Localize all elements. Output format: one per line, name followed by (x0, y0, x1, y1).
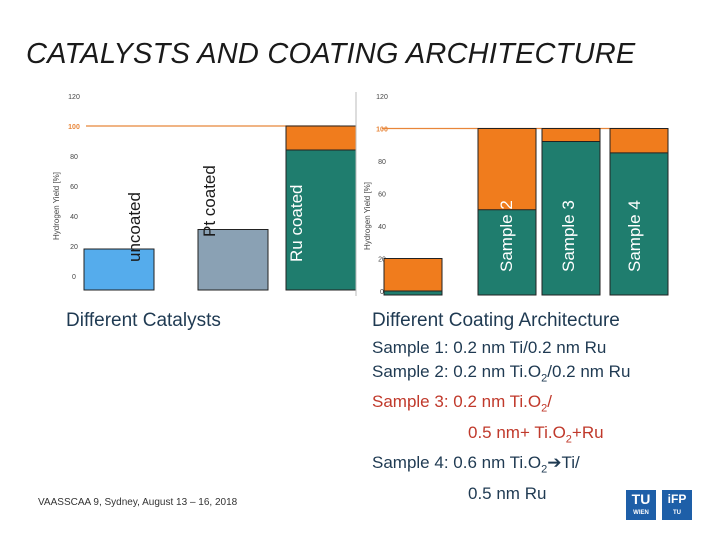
y-axis-label: Hydrogen Yield [%] (52, 172, 61, 240)
page-title: CATALYSTS AND COATING ARCHITECTURE (26, 38, 636, 70)
y-tick-label: 60 (70, 184, 78, 191)
y-tick-label: 120 (68, 94, 80, 101)
bar-top-3 (285, 125, 357, 151)
y-tick-label: 20 (378, 257, 386, 264)
sample-list: Sample 1: 0.2 nm Ti/0.2 nm Ru Sample 2: … (372, 336, 630, 506)
caption-catalysts: Different Catalysts (66, 310, 221, 331)
sample-3-text: Sample 3: 0.2 nm Ti.O (372, 392, 542, 412)
bar-top-2 (477, 128, 537, 211)
tu-logo-text: TU (631, 491, 651, 507)
ifp-logo: iFP TU (662, 490, 692, 520)
tu-wien-logo: TU WIEN (626, 490, 656, 520)
chart-coating-architecture: 0 20 40 60 80 100 120 Hydrogen Yield [%] Sample … (355, 92, 669, 296)
category-label: Ru coated (287, 185, 306, 263)
y-tick-label: 100 (376, 127, 388, 134)
sample-3-cont-text: 0.5 nm+ Ti.O (468, 422, 566, 442)
y-tick-label: 80 (378, 159, 386, 166)
y-tick-label: 0 (380, 289, 384, 296)
y-tick-label: 100 (68, 124, 80, 131)
caption-coating: Different Coating Architecture (372, 310, 620, 331)
category-label: Sample 1 (423, 166, 442, 238)
bar-top-4 (609, 128, 669, 154)
bar-top-1 (383, 258, 443, 292)
bar-4 (609, 128, 669, 296)
category-label: uncoated (125, 192, 144, 262)
sample-4-line: Sample 4: 0.6 nm Ti.O2➔Ti/ (372, 451, 630, 481)
sample-3-suffix: / (547, 392, 552, 412)
ifp-logo-sub: TU (673, 510, 681, 516)
sample-4-suffix: ➔Ti/ (547, 453, 580, 473)
tu-logo-sub: WIEN (633, 510, 649, 516)
y-axis-label: Hydrogen Yield [%] (363, 182, 372, 250)
y-tick-label: 20 (70, 244, 78, 251)
sample-3-line-2: 0.5 nm+ Ti.O2+Ru (372, 421, 630, 451)
sample-2-suffix: /0.2 nm Ru (547, 362, 631, 381)
y-tick-label: 0 (72, 274, 76, 281)
sample-4-line-2: 0.5 nm Ru (372, 482, 630, 506)
sample-4-text: Sample 4: 0.6 nm Ti.O (372, 453, 542, 473)
sample-3-sub: 2 (541, 402, 548, 415)
y-tick-label: 60 (378, 192, 386, 199)
category-label: Sample 4 (625, 200, 644, 272)
sample-3-line: Sample 3: 0.2 nm Ti.O2/ (372, 390, 630, 420)
y-tick-label: 40 (70, 214, 78, 221)
ifp-logo-text: iFP (667, 492, 687, 506)
y-tick-label: 120 (376, 94, 388, 101)
sample-2-line: Sample 2: 0.2 nm Ti.O2/0.2 nm Ru (372, 360, 630, 390)
sample-2-text: Sample 2: 0.2 nm Ti.O (372, 362, 542, 381)
sample-1-text: Sample 1: 0.2 nm Ti/0.2 nm Ru (372, 338, 607, 357)
sample-4-cont-text: 0.5 nm Ru (468, 483, 547, 503)
bar-1 (83, 248, 155, 291)
category-label: Pt coated (200, 165, 219, 237)
bar-3 (285, 125, 357, 291)
sample-2-sub: 2 (541, 372, 548, 385)
sample-1-line: Sample 1: 0.2 nm Ti/0.2 nm Ru (372, 336, 630, 360)
bar-top-3 (541, 128, 601, 142)
bar-3 (541, 128, 601, 296)
chart-catalysts: 0 20 40 60 80 100 120 Hydrogen Yield [%] uncoate… (52, 94, 357, 291)
sample-3-cont-suffix: +Ru (571, 422, 604, 442)
category-label: Sample 3 (559, 200, 578, 272)
sample-3-cont-sub: 2 (565, 433, 572, 446)
y-tick-label: 40 (378, 224, 386, 231)
bar-2 (197, 229, 269, 291)
sample-4-sub: 2 (541, 463, 548, 476)
category-label: Sample 2 (497, 200, 516, 272)
footer-text: VAASSCAA 9, Sydney, August 13 – 16, 2018 (38, 497, 238, 508)
y-tick-label: 80 (70, 154, 78, 161)
